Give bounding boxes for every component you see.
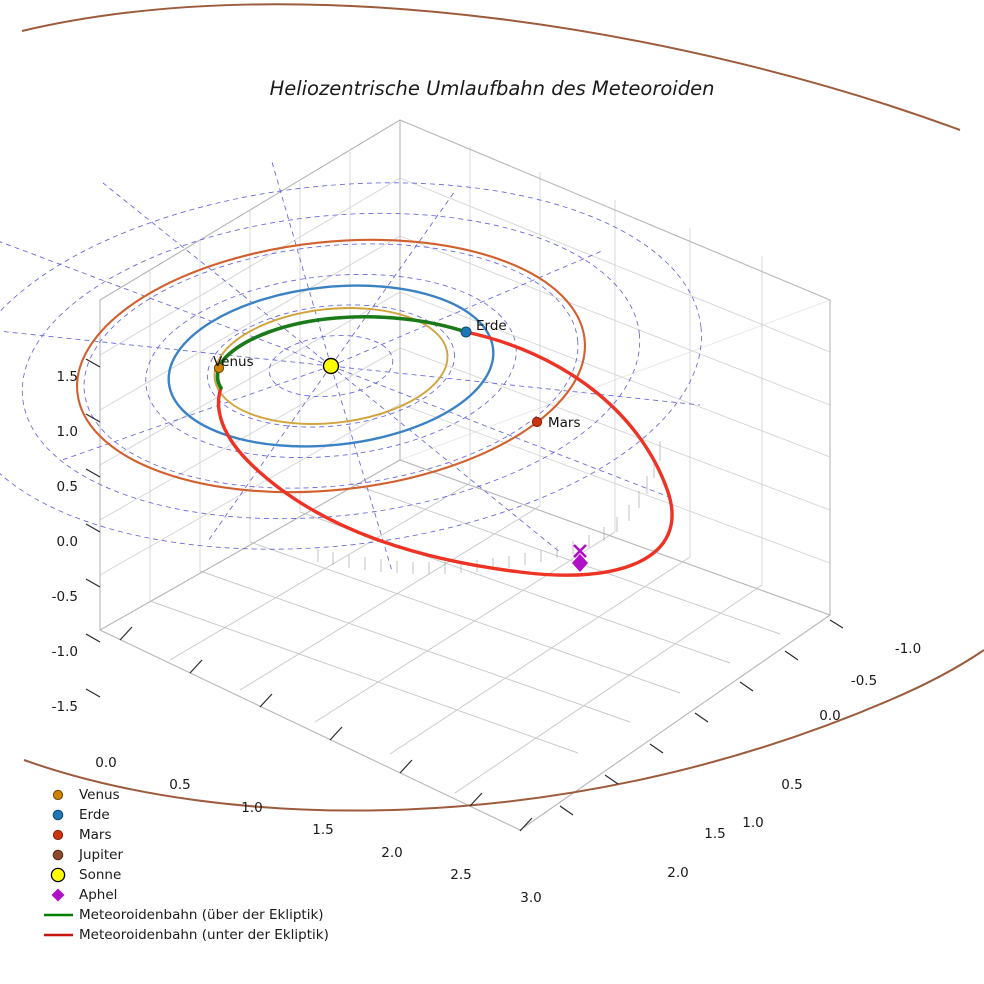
legend-marker-aphel bbox=[51, 888, 65, 902]
legend-item-sonne[interactable]: Sonne bbox=[50, 867, 121, 883]
orbit-venus bbox=[213, 307, 449, 425]
z-tick-6: -1.5 bbox=[52, 699, 78, 715]
y-tick-3: 0.5 bbox=[781, 777, 802, 793]
z-tick-2: 0.5 bbox=[57, 479, 78, 495]
y-tick-2: 0.0 bbox=[819, 708, 840, 724]
x-tick-3: 1.5 bbox=[312, 822, 333, 838]
mars-label: Mars bbox=[548, 415, 581, 431]
legend-label-erde: Erde bbox=[79, 807, 110, 823]
aphel-marker bbox=[572, 554, 588, 572]
legend-label-orbit-below: Meteoroidenbahn (unter der Ekliptik) bbox=[79, 927, 329, 943]
legend-label-venus: Venus bbox=[79, 787, 120, 803]
x-tick-5: 2.5 bbox=[450, 867, 471, 883]
venus-label: Venus bbox=[213, 354, 254, 370]
orbit-jupiter bbox=[21, 3, 984, 812]
orbit-drop-stems bbox=[317, 441, 661, 574]
sun-marker bbox=[322, 357, 340, 375]
z-axis: 1.5 1.0 0.5 0.0 -0.5 -1.0 -1.5 bbox=[52, 358, 101, 715]
x-tick-2: 1.0 bbox=[241, 800, 262, 816]
legend-marker-jupiter bbox=[52, 849, 64, 861]
legend-marker-sonne bbox=[50, 867, 66, 883]
orbit-mars bbox=[76, 238, 586, 494]
z-tick-1: 1.0 bbox=[57, 424, 78, 440]
legend-item-erde[interactable]: Erde bbox=[52, 807, 110, 823]
legend-label-mars: Mars bbox=[79, 827, 112, 843]
x-tick-0: 0.0 bbox=[95, 755, 116, 771]
y-tick-1: -0.5 bbox=[851, 673, 877, 689]
mars-marker bbox=[531, 416, 543, 428]
legend-item-orbit-below[interactable]: Meteoroidenbahn (unter der Ekliptik) bbox=[44, 927, 329, 943]
legend: Venus Erde Mars Jupiter Sonne Aphel bbox=[44, 787, 329, 943]
legend-label-orbit-above: Meteoroidenbahn (über der Ekliptik) bbox=[79, 907, 324, 923]
aphel-cross-icon bbox=[573, 544, 587, 558]
y-tick-4: 1.0 bbox=[742, 815, 763, 831]
z-tick-3: 0.0 bbox=[57, 534, 78, 550]
y-axis: -1.0 -0.5 0.0 0.5 1.0 1.5 2.0 bbox=[559, 619, 921, 881]
axes-panes bbox=[98, 119, 832, 831]
legend-item-jupiter[interactable]: Jupiter bbox=[52, 847, 123, 863]
y-tick-6: 2.0 bbox=[667, 865, 688, 881]
z-tick-5: -1.0 bbox=[52, 644, 78, 660]
orbit-erde bbox=[167, 284, 495, 448]
x-tick-4: 2.0 bbox=[381, 845, 402, 861]
legend-marker-venus bbox=[52, 789, 64, 801]
y-tick-0: -1.0 bbox=[895, 641, 921, 657]
legend-marker-mars bbox=[52, 829, 64, 841]
legend-item-aphel[interactable]: Aphel bbox=[51, 887, 118, 903]
x-axis: 0.0 0.5 1.0 1.5 2.0 2.5 3.0 bbox=[95, 626, 542, 906]
z-tick-0: 1.5 bbox=[57, 369, 78, 385]
page-title: Heliozentrische Umlaufbahn des Meteoroid… bbox=[270, 77, 715, 100]
x-tick-6: 3.0 bbox=[520, 890, 541, 906]
erde-label: Erde bbox=[476, 318, 507, 334]
polar-grid bbox=[0, 161, 702, 572]
y-tick-5: 1.5 bbox=[704, 826, 725, 842]
erde-marker bbox=[460, 326, 472, 338]
legend-label-aphel: Aphel bbox=[79, 887, 117, 903]
legend-item-venus[interactable]: Venus bbox=[52, 787, 120, 803]
venus-marker bbox=[213, 362, 225, 374]
z-tick-4: -0.5 bbox=[52, 589, 78, 605]
legend-item-mars[interactable]: Mars bbox=[52, 827, 112, 843]
legend-label-jupiter: Jupiter bbox=[78, 847, 123, 863]
x-tick-1: 0.5 bbox=[169, 777, 190, 793]
meteoroid-orbit-below-ecliptic bbox=[216, 330, 674, 577]
legend-marker-erde bbox=[52, 809, 64, 821]
legend-label-sonne: Sonne bbox=[79, 867, 121, 883]
body-markers: Venus Erde Mars bbox=[213, 318, 588, 572]
legend-item-orbit-above[interactable]: Meteoroidenbahn (über der Ekliptik) bbox=[44, 907, 324, 923]
